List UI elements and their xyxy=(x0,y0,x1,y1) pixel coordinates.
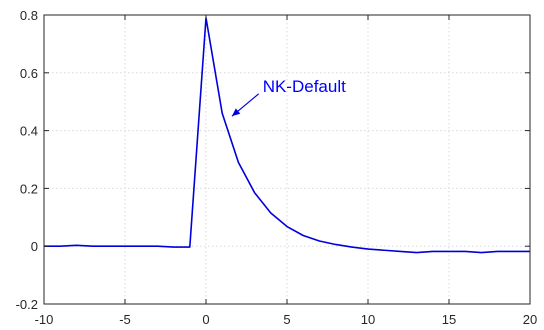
x-tick-label: 5 xyxy=(283,312,290,327)
y-axis-tick-labels: -0.2 0 0.2 0.4 0.6 0.8 xyxy=(16,8,38,312)
x-tick-label: 20 xyxy=(523,312,537,327)
x-tick-label: 0 xyxy=(202,312,209,327)
grid-lines xyxy=(44,15,530,304)
x-tick-label: 15 xyxy=(442,312,456,327)
series-line-nk-default xyxy=(44,17,530,254)
y-tick-label: 0.4 xyxy=(20,124,38,139)
y-tick-label: 0.8 xyxy=(20,8,38,23)
annotation-label: NK-Default xyxy=(263,77,346,96)
x-axis-tick-labels: -10 -5 0 5 10 15 20 xyxy=(35,312,538,327)
annotations-group: NK-Default xyxy=(231,77,346,117)
x-tick-label: 10 xyxy=(361,312,375,327)
y-tick-label: 0 xyxy=(31,239,38,254)
annotation-arrow-head xyxy=(231,108,241,117)
series-group xyxy=(44,17,530,254)
x-tick-label: -5 xyxy=(119,312,131,327)
y-tick-label: 0.2 xyxy=(20,181,38,196)
ticks-group xyxy=(43,14,531,305)
y-tick-label: -0.2 xyxy=(16,297,38,312)
x-tick-label: -10 xyxy=(35,312,54,327)
y-tick-label: 0.6 xyxy=(20,66,38,81)
